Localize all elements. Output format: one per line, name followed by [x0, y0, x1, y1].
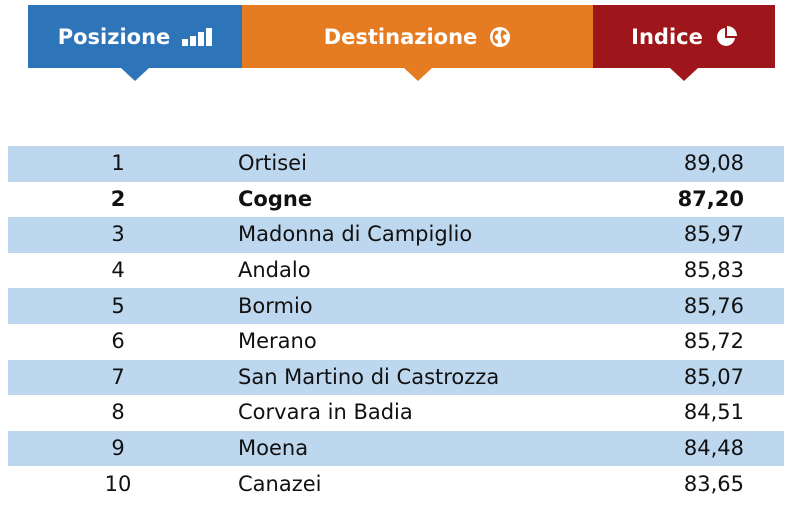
row-destination: Corvara in Badia	[238, 400, 413, 425]
header-destination-label: Destinazione	[323, 24, 478, 49]
row-index: 85,97	[683, 222, 744, 247]
table-row: 7 San Martino di Castrozza 85,07	[8, 359, 784, 396]
row-position: 7	[111, 364, 125, 389]
row-destination: Ortisei	[238, 151, 307, 176]
row-destination: San Martino di Castrozza	[238, 364, 500, 389]
table-row: 6 Merano 85,72	[8, 324, 784, 360]
row-destination: Merano	[238, 329, 317, 354]
row-position: 8	[111, 400, 125, 425]
row-destination: Canazei	[238, 471, 322, 496]
row-destination: Moena	[238, 436, 309, 461]
table-row: 4 Andalo 85,83	[8, 253, 784, 289]
row-index: 85,76	[683, 293, 744, 318]
header-position: Posizione	[28, 5, 242, 68]
table-row: 3 Madonna di Campiglio 85,97	[8, 217, 784, 253]
table-row: 5 Bormio 85,76	[8, 288, 784, 324]
header-index-label: Indice	[631, 24, 703, 49]
row-position: 3	[111, 222, 125, 247]
table-row: 8 Corvara in Badia 84,51	[8, 395, 784, 431]
row-index: 85,83	[683, 258, 744, 283]
row-index: 89,08	[683, 151, 744, 176]
table-row: 9 Moena 84,48	[8, 430, 784, 467]
table-row: 1 Ortisei 89,08	[8, 146, 784, 182]
row-index: 85,72	[683, 329, 744, 354]
row-destination: Bormio	[238, 293, 313, 318]
row-position: 10	[104, 471, 132, 496]
row-destination: Andalo	[238, 258, 311, 283]
row-index: 83,65	[683, 471, 744, 496]
row-index: 84,51	[683, 400, 744, 425]
bar-chart-icon	[182, 27, 213, 46]
header-index: Indice	[593, 5, 775, 68]
row-index: 85,07	[683, 364, 744, 389]
table-row: 2 Cogne 87,20	[8, 182, 784, 218]
ranking-table-body: 1 Ortisei 89,08 2 Cogne 87,20 3 Madonna …	[8, 146, 784, 502]
table-row: 10 Canazei 83,65	[8, 466, 784, 502]
header-destination: Destinazione	[242, 5, 593, 68]
row-position: 4	[111, 258, 125, 283]
row-index: 84,48	[683, 436, 744, 461]
row-position: 6	[111, 329, 125, 354]
ranking-table: 1 Ortisei 89,08 2 Cogne 87,20 3 Madonna …	[8, 146, 784, 502]
row-destination: Madonna di Campiglio	[238, 222, 473, 247]
globe-icon	[489, 26, 511, 48]
row-position: 9	[111, 436, 125, 461]
pie-chart-icon	[715, 25, 737, 48]
row-position: 5	[111, 293, 125, 318]
row-position: 1	[111, 151, 125, 176]
row-destination: Cogne	[238, 186, 313, 211]
row-position: 2	[110, 186, 126, 211]
row-index: 87,20	[677, 186, 744, 211]
header-position-label: Posizione	[57, 24, 171, 49]
